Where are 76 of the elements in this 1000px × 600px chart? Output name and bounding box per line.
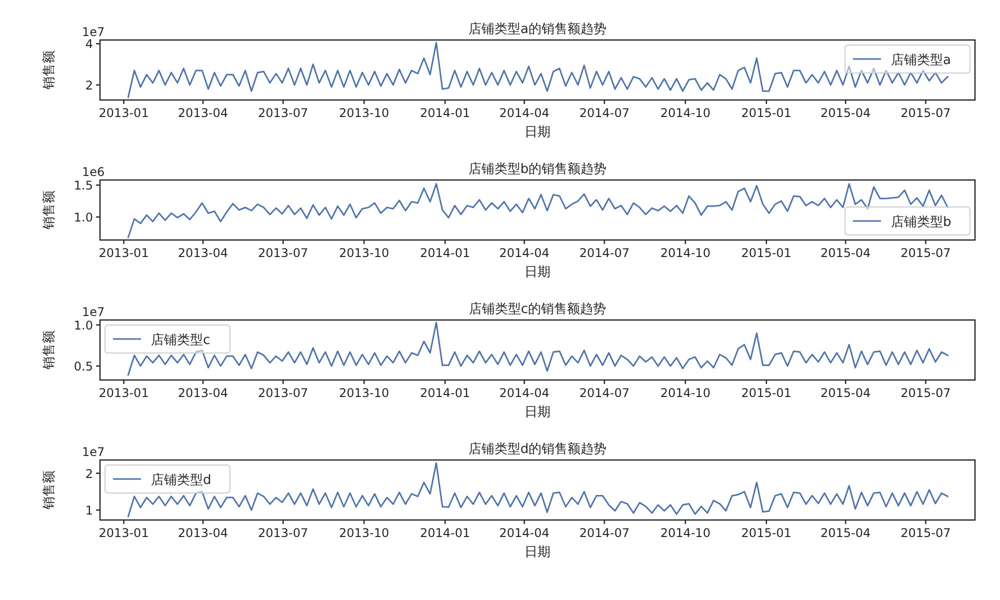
x-tick-label: 2013-04 bbox=[178, 526, 228, 540]
x-axis-title: 日期 bbox=[524, 265, 550, 280]
x-tick-label: 2015-04 bbox=[820, 106, 871, 120]
x-tick-label: 2014-07 bbox=[579, 106, 630, 120]
legend-label: 店铺类型b bbox=[891, 214, 952, 230]
x-axis-title: 日期 bbox=[524, 405, 550, 420]
x-axis-title: 日期 bbox=[524, 545, 550, 560]
x-tick-label: 2014-10 bbox=[660, 246, 710, 260]
y-tick-label: 4 bbox=[85, 37, 93, 52]
legend-label: 店铺类型c bbox=[151, 332, 210, 348]
x-tick-label: 2015-04 bbox=[820, 526, 871, 540]
y-tick-label: 1.0 bbox=[74, 318, 93, 332]
x-tick-label: 2014-04 bbox=[499, 246, 550, 260]
legend: 店铺类型b bbox=[844, 206, 970, 236]
text: 1e7 bbox=[82, 445, 105, 459]
x-tick-label: 2013-07 bbox=[258, 386, 308, 400]
x-tick-label: 2013-10 bbox=[339, 246, 390, 260]
x-tick-label: 2015-01 bbox=[741, 106, 792, 120]
x-tick-label: 2015-07 bbox=[900, 386, 951, 400]
chart-title: 店铺类型c的销售额趋势 bbox=[468, 301, 606, 317]
x-tick-label: 2014-01 bbox=[420, 106, 470, 120]
chart-title: 店铺类型a的销售额趋势 bbox=[468, 21, 606, 37]
x-tick-label: 2015-04 bbox=[820, 386, 871, 400]
y-axis-title: 销售额 bbox=[42, 470, 57, 510]
legend: 店铺类型d bbox=[104, 464, 230, 494]
x-tick-label: 2013-01 bbox=[98, 106, 149, 120]
x-tick-label: 2013-04 bbox=[178, 246, 228, 260]
y-axis-title: 销售额 bbox=[42, 50, 57, 90]
x-tick-label: 2015-01 bbox=[741, 526, 792, 540]
chart-title: 店铺类型d的销售额趋势 bbox=[468, 441, 607, 457]
y-tick-label: 1.0 bbox=[74, 210, 93, 225]
x-tick-label: 2014-07 bbox=[579, 526, 630, 540]
x-tick-label: 2013-01 bbox=[98, 246, 149, 260]
x-tick-label: 2013-07 bbox=[258, 106, 308, 120]
x-tick-label: 2013-10 bbox=[339, 386, 390, 400]
y-axis-title: 销售额 bbox=[42, 330, 57, 370]
x-tick-label: 2014-01 bbox=[420, 386, 470, 400]
text: 1e6 bbox=[82, 165, 105, 179]
x-tick-label: 2014-04 bbox=[499, 526, 550, 540]
x-tick-label: 2015-01 bbox=[741, 246, 792, 260]
legend-label: 店铺类型a bbox=[891, 52, 951, 68]
x-tick-label: 2013-10 bbox=[339, 106, 390, 120]
y-tick-label: 2 bbox=[85, 466, 93, 481]
legend: 店铺类型a bbox=[844, 44, 970, 74]
x-tick-label: 2014-07 bbox=[579, 386, 630, 400]
x-tick-label: 2015-04 bbox=[820, 246, 871, 260]
x-tick-label: 2014-10 bbox=[660, 106, 710, 120]
x-tick-label: 2015-01 bbox=[741, 386, 792, 400]
text: 1e7 bbox=[82, 305, 105, 319]
x-axis-title: 日期 bbox=[524, 125, 550, 140]
text: 1e7 bbox=[82, 25, 105, 39]
legend: 店铺类型c bbox=[104, 324, 230, 354]
x-tick-label: 2014-04 bbox=[499, 106, 550, 120]
x-tick-label: 2014-10 bbox=[660, 526, 710, 540]
x-tick-label: 2013-01 bbox=[98, 386, 149, 400]
y-tick-label: 2 bbox=[85, 78, 93, 92]
legend-label: 店铺类型d bbox=[151, 472, 212, 488]
y-axis-title: 销售额 bbox=[42, 190, 57, 230]
x-tick-label: 2015-07 bbox=[900, 106, 951, 120]
y-tick-label: 0.5 bbox=[74, 360, 93, 374]
x-tick-label: 2014-10 bbox=[660, 386, 710, 400]
chart-title: 店铺类型b的销售额趋势 bbox=[468, 161, 607, 177]
x-tick-label: 2013-04 bbox=[178, 106, 228, 120]
x-tick-label: 2013-07 bbox=[258, 526, 308, 540]
x-tick-label: 2014-04 bbox=[499, 386, 550, 400]
x-tick-label: 2013-04 bbox=[178, 386, 228, 400]
x-tick-label: 2014-01 bbox=[420, 246, 470, 260]
x-tick-label: 2015-07 bbox=[900, 246, 951, 260]
x-tick-label: 2013-07 bbox=[258, 246, 308, 260]
y-tick-label: 1 bbox=[85, 504, 93, 518]
x-tick-label: 2013-10 bbox=[339, 526, 390, 540]
y-tick-label: 1.5 bbox=[74, 178, 93, 193]
x-tick-label: 2014-01 bbox=[420, 526, 470, 540]
x-tick-label: 2014-07 bbox=[579, 246, 630, 260]
x-tick-label: 2015-07 bbox=[900, 526, 951, 540]
x-tick-label: 2013-01 bbox=[98, 526, 149, 540]
